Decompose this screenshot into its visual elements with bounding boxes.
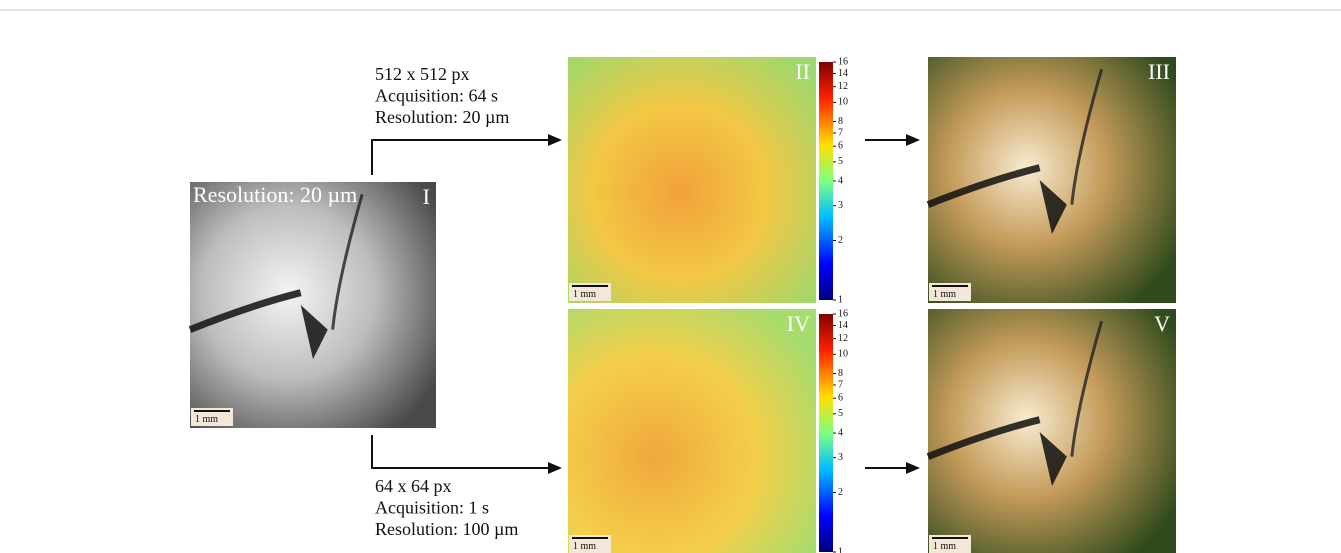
scale-bar-box xyxy=(929,535,971,553)
scale-bar-box xyxy=(569,535,611,553)
colorbar-tick-label: 8 xyxy=(838,368,843,379)
colorbar-tick-label: 2 xyxy=(838,235,843,246)
scale-bar-box xyxy=(569,283,611,301)
crack xyxy=(331,193,364,330)
branch-text: Acquisition: 64 s xyxy=(375,86,498,106)
colorbar-tick-label: 3 xyxy=(838,200,843,211)
colorbar-tick-label: 12 xyxy=(838,333,848,344)
branch-text: 64 x 64 px xyxy=(375,476,452,496)
colorbar-tick-label: 4 xyxy=(838,175,843,186)
crack xyxy=(926,416,1041,460)
scale-bar-label: 1 mm xyxy=(573,541,596,552)
image-panel xyxy=(928,57,1176,303)
colorbar-tick-label: 8 xyxy=(838,116,843,127)
panel-label: V xyxy=(1154,311,1170,336)
colorbar-tick-label: 7 xyxy=(838,379,843,390)
colorbar-tick-label: 10 xyxy=(838,97,848,108)
image-panel xyxy=(568,57,816,303)
scale-bar-label: 1 mm xyxy=(933,289,956,300)
crack xyxy=(1039,432,1067,487)
colorbar-tick-label: 3 xyxy=(838,452,843,463)
colorbar-tick-label: 16 xyxy=(838,308,848,319)
colorbar-tick-label: 16 xyxy=(838,56,848,67)
crack xyxy=(1070,68,1104,205)
crack xyxy=(300,305,328,360)
scale-bar-box xyxy=(191,408,233,426)
crack xyxy=(188,289,302,333)
panel-label: I xyxy=(423,184,430,209)
panel-label: IV xyxy=(787,311,810,336)
colorbar-tick-label: 1 xyxy=(838,294,843,305)
branch-text: 512 x 512 px xyxy=(375,64,470,84)
scale-bar-label: 1 mm xyxy=(933,541,956,552)
branch-text: Acquisition: 1 s xyxy=(375,498,489,518)
scale-bar-box xyxy=(929,283,971,301)
image-panel xyxy=(190,182,436,428)
colorbar-tick-label: 6 xyxy=(838,140,843,151)
crack xyxy=(926,164,1041,208)
crack xyxy=(1070,320,1104,457)
branch-text: Resolution: 100 µm xyxy=(375,519,518,539)
colorbar-tick-label: 12 xyxy=(838,81,848,92)
colorbar-tick-label: 10 xyxy=(838,349,848,360)
colorbar-tick-label: 7 xyxy=(838,127,843,138)
arrow-heads xyxy=(548,134,920,474)
arrows xyxy=(371,139,912,469)
colorbar-tick-label: 14 xyxy=(838,68,848,79)
colorbar-tick-label: 4 xyxy=(838,427,843,438)
branch-text: Resolution: 20 µm xyxy=(375,107,509,127)
panel-caption: Resolution: 20 µm xyxy=(193,182,357,207)
panel-label: III xyxy=(1148,59,1170,84)
colorbar-tick-label: 5 xyxy=(838,408,843,419)
colorbar-tick-label: 1 xyxy=(838,546,843,553)
colorbar xyxy=(819,314,833,552)
colorbar-tick-label: 14 xyxy=(838,320,848,331)
crack xyxy=(1039,180,1067,235)
scale-bar-label: 1 mm xyxy=(195,414,218,425)
image-panel xyxy=(928,309,1176,553)
panel-label: II xyxy=(795,59,810,84)
image-panel xyxy=(568,309,816,553)
scale-bar-label: 1 mm xyxy=(573,289,596,300)
colorbar-tick-label: 6 xyxy=(838,392,843,403)
colorbar xyxy=(819,62,833,300)
colorbar-tick-label: 5 xyxy=(838,156,843,167)
colorbar-tick-label: 2 xyxy=(838,487,843,498)
